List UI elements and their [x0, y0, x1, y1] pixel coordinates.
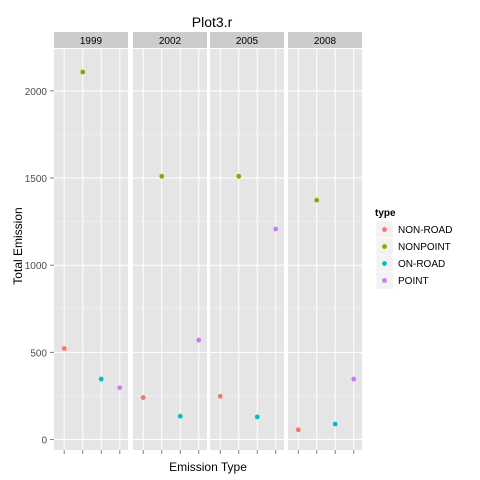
data-point-2008-point	[351, 377, 356, 382]
facet-panel-2005: 2005	[210, 32, 284, 454]
data-point-1999-point	[117, 385, 122, 390]
legend-label-nonpoint: NONPOINT	[398, 242, 451, 253]
data-point-2002-point	[196, 338, 201, 343]
legend-title: type	[375, 208, 396, 219]
data-point-1999-nonpoint	[80, 70, 85, 75]
legend-swatch-point	[382, 278, 387, 283]
y-tick-label: 2000	[25, 87, 48, 98]
data-point-1999-on-road	[99, 377, 104, 382]
facet-label-1999: 1999	[80, 36, 103, 47]
data-point-2005-on-road	[255, 414, 260, 419]
y-axis-title: Total Emission	[11, 207, 25, 284]
panel-background	[210, 49, 284, 450]
data-point-2008-non-road	[296, 427, 301, 432]
y-tick-label: 1500	[25, 174, 48, 185]
facet-panel-2008: 2008	[288, 32, 362, 454]
data-point-2008-nonpoint	[314, 198, 319, 203]
legend-swatch-on-road	[382, 261, 387, 266]
data-point-2005-point	[273, 227, 278, 232]
data-point-2002-nonpoint	[159, 174, 164, 179]
legend-label-point: POINT	[398, 276, 429, 287]
legend-label-on-road: ON-ROAD	[398, 259, 445, 270]
legend-swatch-non-road	[382, 227, 387, 232]
panel-background	[133, 49, 207, 450]
data-point-1999-non-road	[62, 346, 67, 351]
data-point-2002-non-road	[141, 395, 146, 400]
panel-background	[288, 49, 362, 450]
data-point-2005-non-road	[218, 394, 223, 399]
legend-label-non-road: NON-ROAD	[398, 225, 452, 236]
facet-label-2005: 2005	[236, 36, 259, 47]
y-tick-label: 1000	[25, 261, 48, 272]
facet-label-2002: 2002	[159, 36, 182, 47]
data-point-2008-on-road	[333, 422, 338, 427]
facet-label-2008: 2008	[314, 36, 337, 47]
facet-panel-2002: 2002	[133, 32, 207, 454]
facet-panel-1999: 1999	[54, 32, 128, 454]
data-point-2005-nonpoint	[236, 174, 241, 179]
panel-background	[54, 49, 128, 450]
y-tick-label: 500	[30, 348, 47, 359]
y-tick-label: 0	[41, 436, 47, 447]
legend-swatch-nonpoint	[382, 244, 387, 249]
data-point-2002-on-road	[178, 414, 183, 419]
chart-title: Plot3.r	[192, 14, 233, 30]
x-axis-title: Emission Type	[169, 460, 247, 474]
